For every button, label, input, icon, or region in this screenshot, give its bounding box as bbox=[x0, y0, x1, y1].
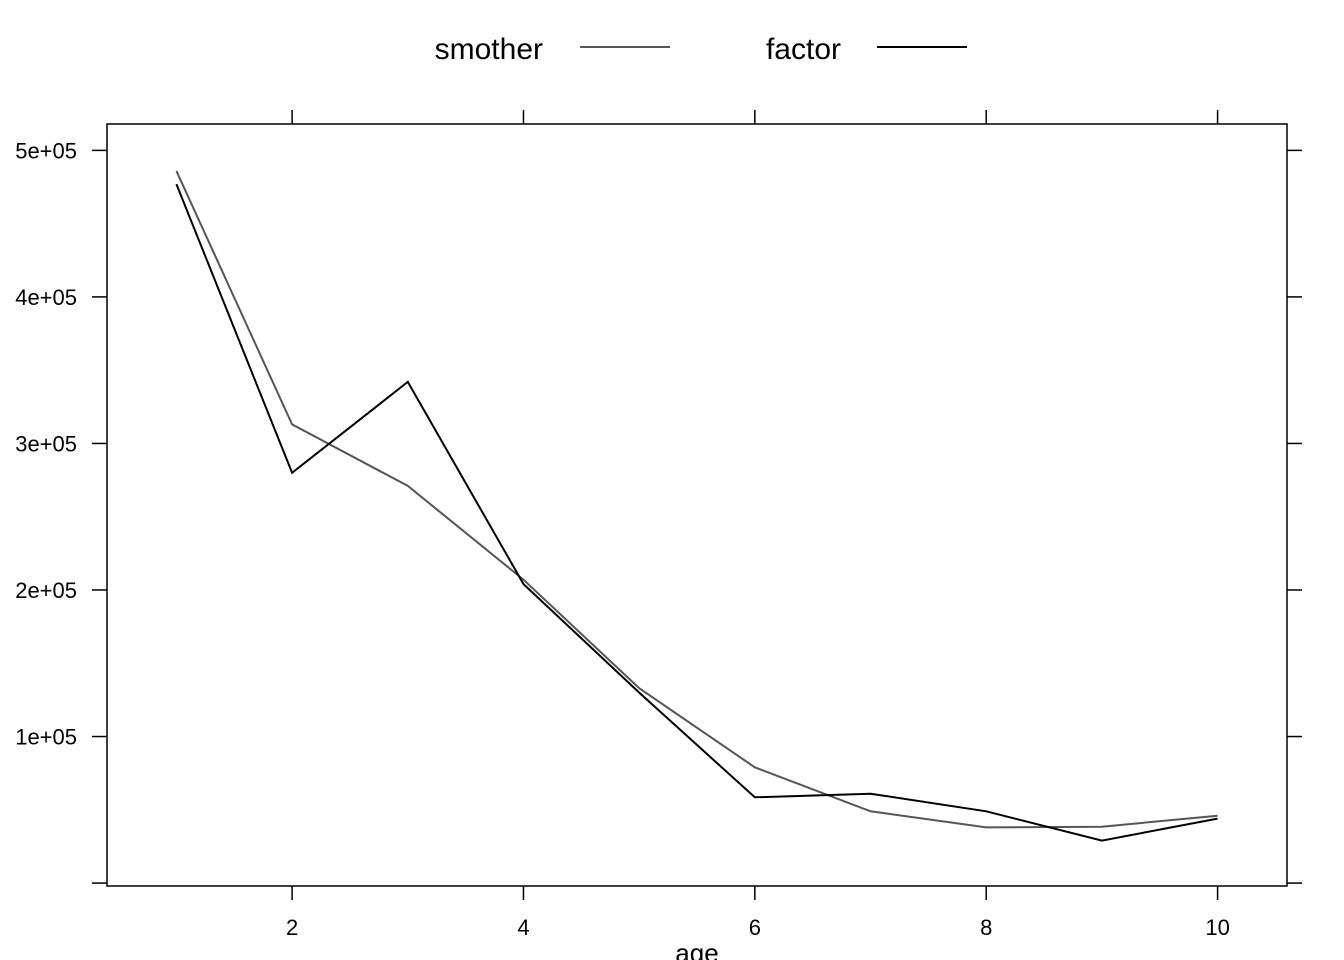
data-series bbox=[175, 170, 1218, 842]
x-tick-label: 6 bbox=[749, 915, 761, 940]
x-axis-title: age bbox=[675, 938, 718, 960]
plot-panel bbox=[106, 123, 1288, 887]
x-tick-label: 2 bbox=[286, 915, 298, 940]
y-tick-label: 2e+05 bbox=[15, 578, 77, 603]
axis-ticks: 2 4 6 8 10 1e+05 2e+05 3e+05 4e+05 5e+05 bbox=[15, 110, 1302, 940]
y-tick-label: 4e+05 bbox=[15, 285, 77, 310]
y-tick-label: 3e+05 bbox=[15, 431, 77, 456]
series-line-smother bbox=[175, 170, 1218, 829]
y-tick-label: 5e+05 bbox=[15, 138, 77, 163]
x-tick-label: 8 bbox=[980, 915, 992, 940]
legend-label-smother: smother bbox=[435, 33, 543, 66]
x-tick-label: 10 bbox=[1205, 915, 1229, 940]
x-tick-label: 4 bbox=[517, 915, 529, 940]
legend-label-factor: factor bbox=[766, 33, 841, 66]
legend: smother factor bbox=[435, 33, 967, 66]
series-line-factor bbox=[175, 183, 1218, 842]
y-tick-label: 1e+05 bbox=[15, 725, 77, 750]
